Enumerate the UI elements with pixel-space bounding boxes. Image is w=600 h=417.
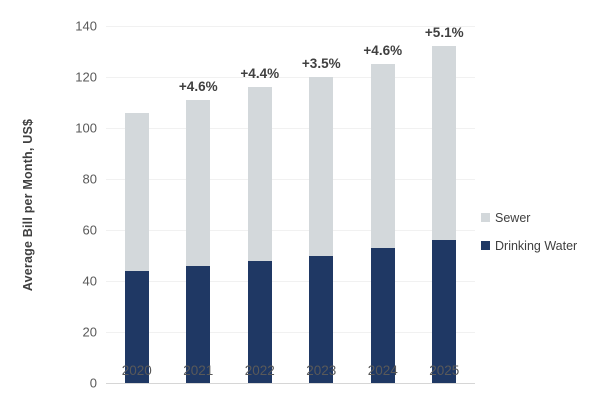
y-tick-label: 20 — [82, 324, 97, 340]
legend-item-drinking-water: Drinking Water — [481, 238, 578, 253]
y-tick-label: 100 — [75, 120, 97, 136]
legend: Sewer Drinking Water — [481, 211, 577, 267]
legend-swatch — [481, 213, 490, 222]
bar-slot-2020 — [106, 26, 168, 383]
y-tick-label: 140 — [75, 18, 97, 34]
gridline — [106, 280, 475, 282]
bar-segment-drinking-water — [432, 240, 457, 383]
bar-growth-label: +4.6% — [178, 78, 218, 94]
y-tick-label: 40 — [82, 273, 97, 289]
bar-slot-2022: +4.4% — [229, 26, 291, 383]
bar-segment-drinking-water — [186, 265, 211, 383]
y-tick-label: 60 — [82, 222, 97, 238]
bar-segment-sewer — [370, 64, 395, 248]
bar-segment-sewer — [124, 112, 149, 271]
y-tick-label: 120 — [75, 69, 97, 85]
bar-segment-drinking-water — [370, 247, 395, 383]
legend-label: Drinking Water — [495, 238, 578, 253]
bar-slot-2025: +5.1% — [414, 25, 476, 383]
gridline — [106, 127, 475, 129]
gridline — [106, 76, 475, 78]
x-tick-label: 2025 — [429, 363, 460, 378]
bar-slot-2021: +4.6% — [168, 26, 230, 383]
bar-stack — [124, 112, 149, 383]
legend-swatch — [481, 241, 490, 250]
plot-area: +4.6% +4.4% +3.5% +4.6% +5.1% — [106, 25, 476, 384]
bar-growth-label: +4.6% — [363, 43, 403, 59]
y-tick-label: 0 — [89, 375, 97, 391]
bar-segment-sewer — [247, 87, 272, 261]
bar-growth-label: +5.1% — [424, 25, 464, 41]
bar-segment-drinking-water — [124, 270, 149, 383]
bar-segment-drinking-water — [309, 255, 334, 383]
x-tick-label: 2020 — [121, 363, 152, 378]
y-tick-label: 80 — [82, 171, 97, 187]
gridline — [106, 178, 475, 180]
x-tick-label: 2021 — [183, 363, 214, 378]
bar-stack — [432, 46, 457, 383]
legend-label: Sewer — [495, 210, 531, 225]
bar-stack — [186, 99, 211, 383]
x-axis-baseline — [106, 382, 475, 384]
bar-stack — [247, 87, 272, 383]
bar-growth-label: +3.5% — [301, 56, 341, 71]
bar-segment-sewer — [186, 99, 211, 266]
bar-segment-drinking-water — [247, 260, 272, 383]
bar-segment-sewer — [309, 77, 334, 256]
x-tick-label: 2022 — [244, 363, 275, 378]
bar-segment-sewer — [432, 46, 457, 241]
x-tick-label: 2024 — [367, 363, 398, 378]
bar-growth-label: +4.4% — [240, 66, 280, 82]
gridline — [106, 25, 475, 27]
gridline — [106, 331, 475, 333]
y-axis-tick-labels: 0 20 40 60 80 100 120 140 — [50, 19, 97, 391]
legend-item-sewer: Sewer — [481, 210, 577, 225]
y-axis-title: Average Bill per Month, US$ — [21, 118, 35, 292]
bar-stack — [370, 64, 395, 383]
bar-slot-2024: +4.6% — [352, 26, 414, 383]
bars-row: +4.6% +4.4% +3.5% +4.6% +5.1% — [106, 25, 476, 383]
bar-slot-2023: +3.5% — [291, 26, 353, 383]
gridline — [106, 229, 475, 231]
bar-stack — [309, 77, 334, 383]
x-tick-label: 2023 — [306, 363, 337, 378]
